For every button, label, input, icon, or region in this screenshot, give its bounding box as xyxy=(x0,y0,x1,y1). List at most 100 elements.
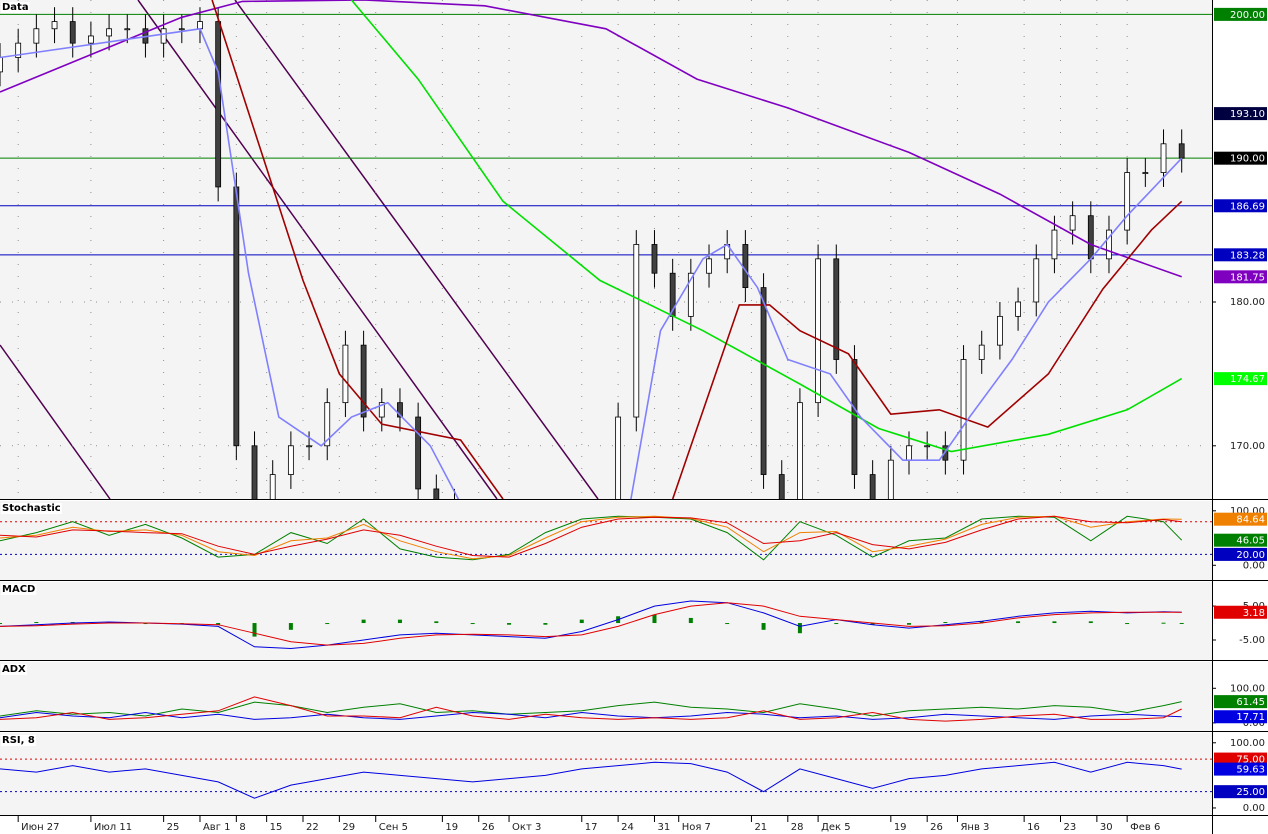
price-marker-label: 193.10 xyxy=(1230,109,1265,120)
price-marker xyxy=(1214,151,1267,165)
candle-body xyxy=(778,474,785,499)
panel-title: Stochastic xyxy=(2,503,61,514)
histogram-bar xyxy=(252,623,257,637)
candle-body xyxy=(1051,229,1058,260)
price-marker-label: 3.18 xyxy=(1243,608,1265,619)
candle-body xyxy=(706,258,712,274)
y-tick-label: 170.00 xyxy=(1230,441,1265,452)
histogram-bar xyxy=(870,623,875,625)
histogram-bar xyxy=(543,623,548,625)
price-marker-label: 84.64 xyxy=(1236,515,1265,526)
histogram-bar xyxy=(288,623,293,630)
panel-title-bg xyxy=(1,503,62,514)
price-marker-label: 183.28 xyxy=(1230,250,1265,261)
series-line xyxy=(0,27,1183,499)
y-tick-label: 100.00 xyxy=(1230,506,1265,517)
candle-body xyxy=(924,445,931,448)
x-tick-label: 28 xyxy=(791,822,804,833)
histogram-bar xyxy=(1016,621,1021,624)
panel-title-bg xyxy=(1,584,37,595)
histogram-bar xyxy=(943,622,948,624)
histogram-bar xyxy=(725,623,730,625)
price-marker xyxy=(1214,605,1267,619)
panel-title-bg xyxy=(1,2,30,13)
x-tick-label: 24 xyxy=(621,822,634,833)
price-marker xyxy=(1214,248,1267,262)
candle-body xyxy=(1069,215,1076,231)
price-marker xyxy=(1214,7,1267,21)
candle-body xyxy=(342,344,349,404)
x-tick-label: 22 xyxy=(306,822,319,833)
histogram-bar xyxy=(216,623,221,625)
candle-body xyxy=(997,315,1003,346)
histogram-bar xyxy=(434,621,439,624)
y-tick-label: 100.00 xyxy=(1230,738,1265,749)
histogram-bar xyxy=(143,623,148,625)
price-marker xyxy=(1214,533,1267,547)
histogram-bar xyxy=(470,623,475,625)
series-line xyxy=(0,696,1182,722)
series-line xyxy=(0,711,1182,720)
candle-body xyxy=(797,402,803,499)
histogram-bar xyxy=(1179,622,1184,624)
histogram-bar xyxy=(1161,622,1166,624)
x-tick-label: Июл 11 xyxy=(94,822,132,833)
x-tick-label: 25 xyxy=(167,822,180,833)
price-marker xyxy=(1214,752,1267,766)
histogram-bar xyxy=(397,619,402,624)
x-tick-label: Янв 3 xyxy=(960,822,989,833)
x-tick-label: 21 xyxy=(754,822,767,833)
candle-body xyxy=(869,474,876,499)
x-tick-label: 30 xyxy=(1100,822,1113,833)
x-tick-label: 16 xyxy=(1027,822,1040,833)
candle-body xyxy=(15,42,22,58)
candle-body xyxy=(887,459,894,499)
candle-body xyxy=(742,244,749,289)
x-tick-label: Фев 6 xyxy=(1130,822,1160,833)
candle-body xyxy=(378,402,385,418)
candle-body xyxy=(906,445,912,461)
histogram-bar xyxy=(834,623,839,625)
panel-title: RSI, 8 xyxy=(2,735,35,746)
candle-body xyxy=(124,28,131,31)
candle-body xyxy=(106,28,112,37)
panel-title-bg xyxy=(1,664,28,675)
series-line xyxy=(0,600,1182,650)
histogram-bar xyxy=(579,619,584,624)
trend-line xyxy=(0,344,111,499)
candle-body xyxy=(1106,229,1112,260)
candle-body xyxy=(415,416,422,490)
x-tick-label: 31 xyxy=(657,822,670,833)
candle-body xyxy=(178,28,185,31)
x-tick-label: Дек 5 xyxy=(821,822,851,833)
candle-body xyxy=(0,57,3,73)
candle-body xyxy=(1087,215,1094,260)
candle-body xyxy=(160,28,167,44)
candle-body xyxy=(433,488,440,499)
candle-body xyxy=(1160,143,1167,173)
series-line xyxy=(0,515,1182,558)
panel-background xyxy=(0,501,1212,580)
histogram-bar xyxy=(361,619,366,624)
x-tick-label: 23 xyxy=(1064,822,1077,833)
price-marker xyxy=(1214,372,1267,386)
panel-background xyxy=(0,0,1212,499)
histogram-bar xyxy=(325,623,330,625)
candle-body xyxy=(69,21,76,44)
y-tick-label: 0.00 xyxy=(1243,803,1265,814)
series-line xyxy=(350,0,1183,453)
candle-body xyxy=(324,402,331,447)
trend-lines xyxy=(0,0,599,499)
x-tick-label: Окт 3 xyxy=(512,822,541,833)
x-tick-label: 15 xyxy=(270,822,283,833)
panel xyxy=(0,0,1212,499)
candle-body xyxy=(633,244,640,418)
candle-body xyxy=(197,21,203,30)
candle-body xyxy=(251,445,258,499)
candle-body xyxy=(978,344,985,360)
candle-body xyxy=(815,258,821,404)
candle-body xyxy=(1033,258,1040,303)
panel-background xyxy=(0,582,1212,660)
panel xyxy=(0,696,1182,722)
candle-body xyxy=(615,416,622,499)
